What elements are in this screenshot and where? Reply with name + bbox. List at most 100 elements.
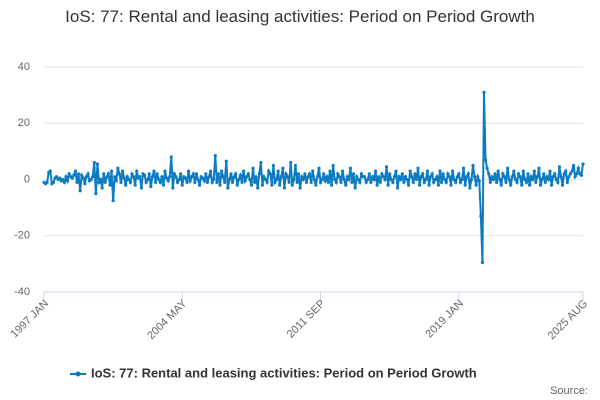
point: [351, 172, 356, 176]
point: [279, 175, 283, 179]
point: [243, 179, 247, 183]
point: [307, 172, 312, 176]
point: [546, 177, 551, 182]
point: [219, 169, 224, 173]
point: [485, 166, 489, 170]
point: [397, 175, 401, 179]
x-tick-label: 2025 AUG: [546, 298, 590, 342]
point: [194, 172, 199, 176]
point: [197, 183, 202, 187]
point: [439, 180, 444, 184]
point: [370, 175, 375, 179]
point: [545, 175, 549, 179]
point: [120, 169, 125, 173]
point: [477, 179, 481, 183]
point: [175, 180, 180, 184]
point: [285, 175, 290, 179]
point: [502, 175, 507, 179]
point: [113, 175, 117, 179]
point: [421, 172, 425, 176]
point: [559, 175, 563, 179]
point: [147, 172, 151, 176]
point: [408, 169, 412, 173]
point: [157, 177, 161, 182]
point: [256, 186, 260, 190]
point: [117, 172, 122, 176]
point: [391, 180, 395, 184]
point: [400, 172, 404, 176]
point: [318, 180, 323, 184]
point: [202, 179, 206, 183]
point: [538, 183, 543, 187]
y-tick-label: -40: [14, 286, 30, 298]
point: [483, 158, 488, 162]
point: [452, 177, 456, 182]
point: [414, 177, 419, 182]
point: [521, 169, 525, 173]
point: [567, 175, 571, 179]
point: [171, 186, 175, 190]
point: [444, 180, 448, 184]
point: [436, 183, 441, 187]
point: [554, 177, 558, 182]
point: [295, 180, 299, 184]
point: [383, 177, 387, 182]
point: [314, 183, 318, 187]
point: [122, 176, 126, 180]
point: [433, 177, 437, 182]
point: [270, 183, 274, 187]
point: [509, 183, 513, 187]
point: [449, 183, 453, 187]
point: [395, 186, 400, 190]
point: [463, 183, 467, 187]
point: [163, 169, 167, 173]
point: [337, 175, 342, 179]
point: [289, 161, 293, 165]
point: [479, 214, 483, 218]
point: [505, 166, 510, 170]
point: [466, 172, 470, 176]
point: [469, 177, 474, 182]
point: [265, 180, 269, 184]
point: [215, 180, 219, 184]
point: [438, 169, 442, 173]
point: [345, 175, 349, 179]
point: [78, 189, 82, 193]
point: [424, 177, 428, 182]
point: [58, 176, 62, 180]
point: [499, 183, 503, 187]
point: [402, 180, 406, 184]
point: [501, 172, 505, 176]
point: [529, 175, 533, 179]
x-tick-label: 2011 SEP: [285, 298, 328, 341]
x-tick-label: 2004 MAY: [145, 297, 190, 342]
point: [208, 169, 213, 173]
point: [75, 180, 79, 184]
point: [549, 183, 554, 187]
point: [284, 172, 288, 176]
point: [487, 172, 491, 176]
point: [482, 90, 486, 94]
point: [542, 172, 546, 176]
point: [251, 166, 255, 170]
point: [76, 172, 81, 176]
point: [304, 180, 309, 184]
point: [306, 175, 310, 179]
point: [196, 177, 200, 182]
point: [523, 177, 527, 182]
y-tick-label: 20: [18, 117, 30, 129]
point: [512, 169, 516, 173]
point: [54, 175, 59, 179]
point: [428, 175, 433, 179]
point: [300, 175, 304, 179]
point: [320, 177, 324, 182]
point: [461, 166, 466, 170]
point: [64, 175, 68, 179]
point: [312, 177, 316, 182]
point: [322, 172, 326, 176]
point: [276, 169, 280, 173]
chart-title: IoS: 77: Rental and leasing activities: …: [65, 7, 535, 26]
point: [119, 180, 123, 184]
point: [443, 177, 447, 182]
source: Source:: [550, 385, 588, 397]
